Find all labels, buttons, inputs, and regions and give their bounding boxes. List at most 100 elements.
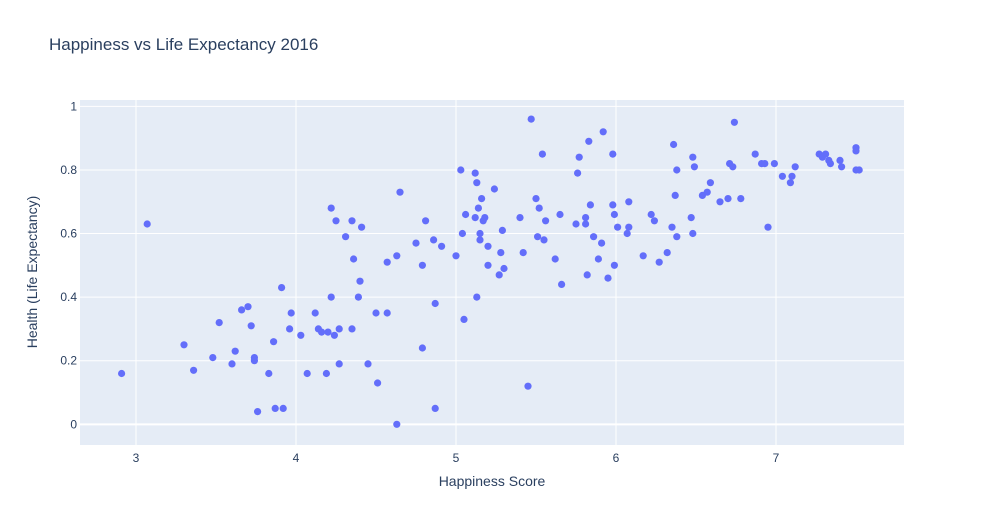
data-point [481, 214, 489, 222]
data-point [471, 169, 479, 177]
data-point [332, 217, 340, 225]
data-point [474, 204, 482, 212]
data-point [838, 163, 846, 171]
data-point [452, 252, 460, 260]
data-point [788, 172, 796, 180]
y-tick-label: 1 [70, 99, 77, 113]
data-point [598, 239, 606, 247]
data-point [350, 255, 358, 263]
data-point [430, 236, 438, 244]
data-point [497, 249, 505, 257]
data-point [460, 315, 468, 323]
data-point [396, 188, 404, 196]
data-point [761, 160, 769, 168]
data-point [575, 153, 583, 161]
x-tick-label: 3 [133, 451, 140, 465]
data-point [422, 217, 430, 225]
y-tick-label: 0.6 [60, 227, 77, 241]
data-point [524, 382, 532, 390]
data-point [484, 261, 492, 269]
data-point [639, 252, 647, 260]
data-point [254, 408, 262, 416]
data-point [770, 160, 779, 168]
data-point [418, 261, 426, 269]
data-point [471, 214, 479, 222]
data-point [265, 369, 273, 378]
data-point [538, 150, 547, 158]
data-point [558, 280, 566, 288]
data-point [625, 223, 633, 231]
data-point [327, 293, 335, 301]
data-point [383, 258, 391, 266]
data-point [490, 185, 498, 193]
data-point [190, 366, 198, 374]
data-point [716, 198, 724, 206]
data-point [532, 195, 540, 203]
data-point [372, 309, 380, 317]
data-point [724, 195, 732, 203]
data-point [786, 179, 795, 187]
x-tick-label: 5 [453, 451, 460, 465]
y-tick-label: 0.2 [60, 354, 77, 368]
data-point [647, 210, 655, 219]
data-point [764, 223, 772, 231]
chart-title: Happiness vs Life Expectancy 2016 [49, 35, 318, 54]
data-point [297, 331, 305, 339]
x-axis-title: Happiness Score [439, 473, 546, 489]
data-point [594, 255, 603, 263]
y-tick-label: 0 [70, 417, 77, 431]
data-point [458, 229, 466, 238]
data-point [540, 236, 548, 244]
data-point [671, 191, 679, 199]
data-point [822, 150, 830, 158]
data-point [286, 325, 294, 333]
data-point [457, 166, 465, 174]
data-point [473, 293, 481, 301]
data-point [438, 242, 446, 250]
y-tick-label: 0.4 [60, 290, 77, 304]
data-point [383, 309, 391, 317]
data-point [670, 140, 678, 149]
data-point [673, 166, 681, 174]
data-point [348, 325, 356, 333]
data-point [327, 204, 335, 212]
data-point [118, 369, 126, 378]
data-point [730, 118, 739, 126]
data-point [574, 169, 582, 177]
data-point [364, 360, 372, 368]
data-point [751, 150, 759, 158]
data-point [585, 137, 593, 145]
data-point [551, 255, 559, 263]
data-point [244, 303, 252, 311]
data-point [609, 201, 617, 209]
x-tick-label: 6 [613, 451, 620, 465]
data-point [278, 284, 286, 292]
data-point [431, 404, 439, 412]
data-point [572, 220, 580, 228]
data-point [270, 338, 278, 346]
data-point [610, 210, 619, 219]
data-point [689, 153, 697, 161]
data-point [354, 293, 362, 301]
data-point [231, 347, 239, 355]
data-point [582, 214, 590, 222]
data-point [706, 179, 715, 187]
data-point [690, 163, 699, 171]
data-point [476, 229, 484, 238]
data-point [322, 369, 330, 378]
data-point [473, 179, 481, 187]
data-point [498, 226, 506, 234]
data-point [484, 242, 492, 250]
data-point [610, 261, 619, 269]
y-tick-label: 0.8 [60, 163, 77, 177]
data-point [303, 369, 311, 378]
data-point [737, 195, 745, 203]
data-point [609, 150, 617, 158]
data-point [335, 325, 343, 333]
data-point [527, 115, 535, 123]
grid [80, 100, 904, 445]
data-point [393, 420, 401, 428]
data-point [556, 210, 564, 219]
